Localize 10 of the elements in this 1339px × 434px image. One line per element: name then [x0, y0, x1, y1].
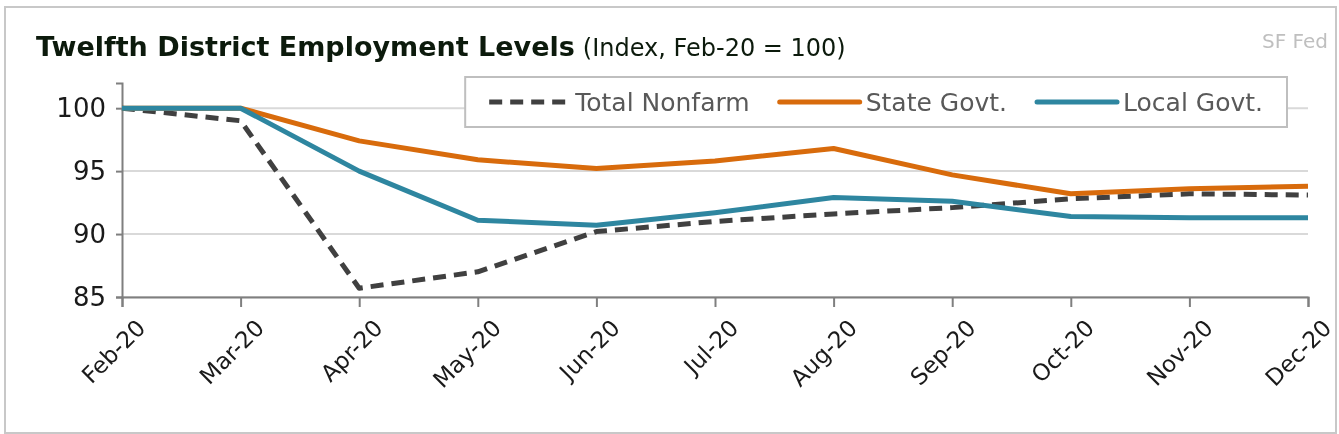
y-tick-label: 100	[56, 93, 106, 123]
y-tick-label: 95	[72, 155, 106, 186]
legend-label: State Govt.	[865, 87, 1008, 117]
y-tick-label: 90	[72, 218, 106, 249]
legend-label: Local Govt.	[1123, 87, 1263, 117]
text: SF Fed	[1262, 29, 1328, 53]
chart-subtitle: (Index, Feb-20 = 100)	[582, 34, 846, 62]
chart-title: Twelfth District Employment Levels	[36, 31, 575, 62]
y-tick-label: 85	[72, 281, 106, 312]
legend-label: Total Nonfarm	[574, 87, 750, 117]
